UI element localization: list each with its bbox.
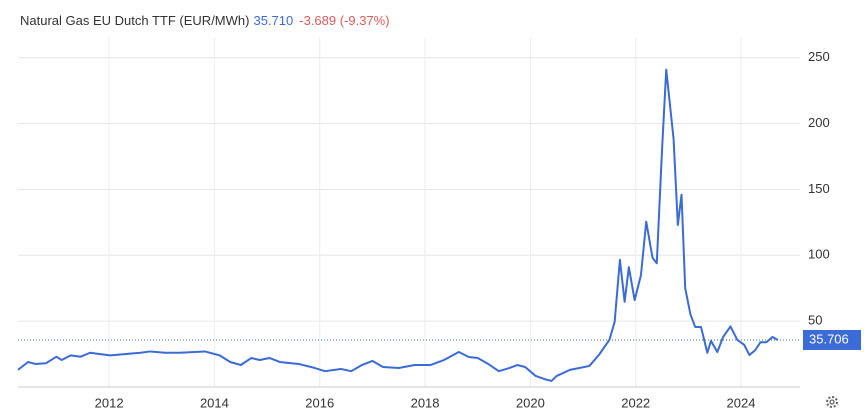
gear-center (829, 399, 835, 405)
x-tick-label: 2022 (621, 395, 650, 410)
change: -3.689 (-9.37%) (299, 13, 390, 28)
gear-teeth (826, 396, 838, 408)
y-tick-label: 250 (808, 49, 830, 64)
price-line (17, 68, 779, 382)
x-tick-label: 2012 (95, 395, 124, 410)
price: 35.710 (253, 13, 294, 28)
settings-icon[interactable] (826, 396, 838, 408)
x-tick-label: 2024 (727, 395, 756, 410)
x-tick-label: 2016 (305, 395, 334, 410)
header: Natural Gas EU Dutch TTF (EUR/MWh) 35.710… (20, 13, 390, 28)
x-tick-label: 2020 (516, 395, 545, 410)
x-tick-label: 2018 (411, 395, 440, 410)
y-tick-label: 50 (808, 313, 822, 328)
y-tick-label: 100 (808, 247, 830, 262)
title: Natural Gas EU Dutch TTF (EUR/MWh) (20, 13, 250, 28)
x-tick-label: 2014 (200, 395, 229, 410)
y-tick-label: 200 (808, 115, 830, 130)
last-value-label: 35.706 (809, 331, 849, 346)
last-value-tag (803, 329, 861, 350)
y-tick-label: 150 (808, 181, 830, 196)
